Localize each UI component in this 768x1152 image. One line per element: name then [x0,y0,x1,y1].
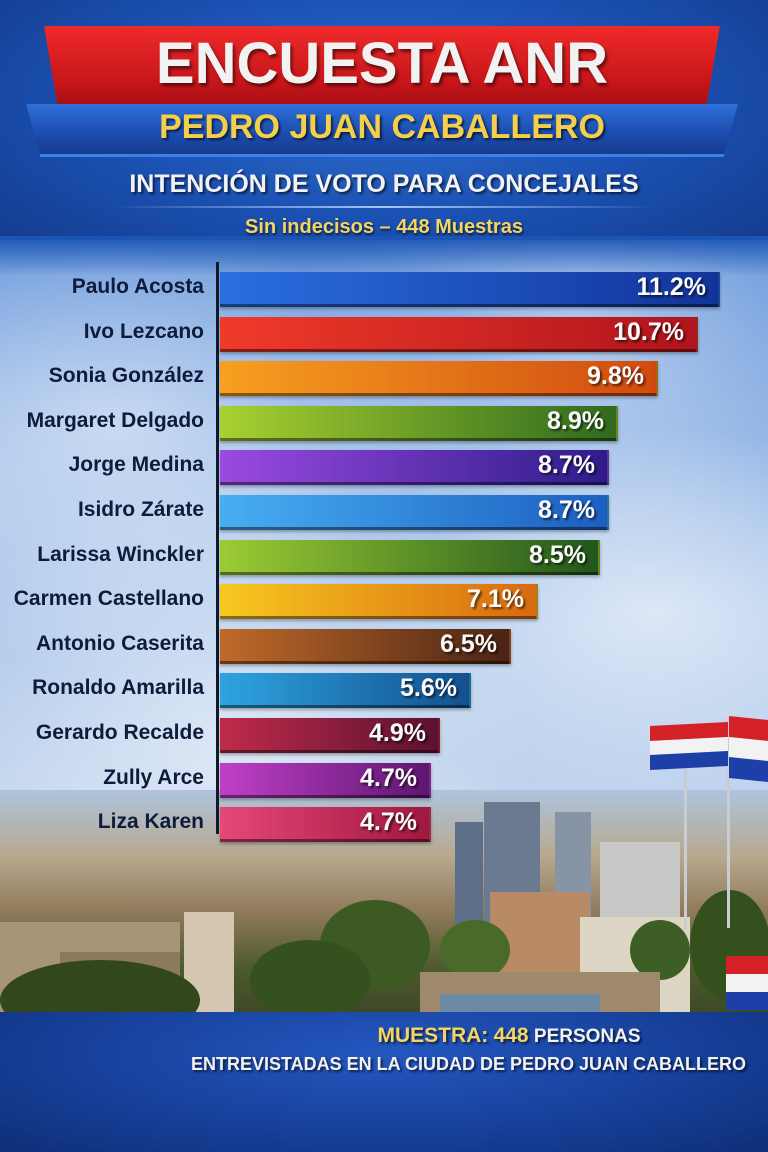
bar: 8.5% [220,539,600,575]
bar-value-label: 4.9% [369,719,426,747]
bar-row: Ronaldo Amarilla 5.6% [0,673,768,709]
bar-row: Carmen Castellano 7.1% [0,584,768,620]
candidate-name: Paulo Acosta [71,275,204,298]
bar-value-label: 11.2% [636,273,706,301]
bar: 9.8% [220,361,658,397]
chart-heading: INTENCIÓN DE VOTO PARA CONCEJALES [129,170,639,198]
bar-row: Paulo Acosta 11.2% [0,272,768,307]
bar: 8.7% [220,450,609,486]
flagpole-right [727,718,730,928]
subtitle-banner [26,104,738,157]
footer-sample-line: MUESTRA: 448 PERSONAS [0,1024,768,1048]
candidate-name: Ronaldo Amarilla [32,676,204,700]
bar-row: Gerardo Recalde 4.9% [0,718,768,753]
bar: 5.6% [220,673,471,709]
footer-sample-prefix: MUESTRA: [377,1024,489,1047]
bar-value-label: 10.7% [613,317,684,346]
bar: 8.7% [220,495,609,530]
candidate-name: Margaret Delgado [26,408,204,432]
candidate-name: Jorge Medina [68,453,204,477]
bar-row: Zully Arce 4.7% [0,762,768,798]
bar-value-label: 7.1% [467,585,524,614]
candidate-name: Isidro Zárate [77,498,204,521]
paraguay-flag-corner [726,956,768,1010]
footer-band [0,1012,768,1152]
candidate-name: Liza Karen [97,810,204,834]
footer-sample-number: 448 [493,1024,529,1047]
bar-value-label: 8.7% [538,451,595,480]
candidate-name: Sonia González [48,364,204,388]
bar-value-label: 9.8% [587,362,644,391]
bar-row: Ivo Lezcano 10.7% [0,316,768,352]
bar-row: Margaret Delgado 8.9% [0,405,768,441]
bar-value-label: 8.5% [529,540,586,569]
bar-row: Larissa Winckler 8.5% [0,539,768,575]
candidate-name: Zully Arce [103,765,204,789]
bar-row: Sonia González 9.8% [0,361,768,397]
bar-row: Jorge Medina 8.7% [0,450,768,486]
candidate-name: Carmen Castellano [13,587,204,611]
bar-row: Antonio Caserita 6.5% [0,628,768,664]
flagpole-left [684,760,687,930]
bar: 7.1% [220,584,538,620]
bar: 11.2% [220,272,720,307]
bar: 8.9% [220,405,618,441]
bar: 4.7% [220,807,431,843]
title-banner [44,26,720,106]
heading-divider [110,206,660,208]
bar-value-label: 5.6% [400,674,457,703]
candidate-name: Larissa Winckler [37,542,204,566]
city-skyline-photo [0,790,768,1012]
bar-row: Liza Karen 4.7% [0,807,768,843]
bar: 10.7% [220,316,698,352]
bar-value-label: 8.9% [547,406,604,435]
bar-value-label: 4.7% [360,763,417,792]
sample-note: Sin indecisos – 448 Muestras [245,216,523,238]
bar-row: Isidro Zárate 8.7% [0,495,768,530]
candidate-name: Ivo Lezcano [83,319,204,343]
bar-value-label: 4.7% [360,808,417,837]
page-title: ENCUESTA ANR [155,31,609,96]
chart-axis-line [216,262,219,834]
bar: 4.7% [220,762,431,798]
bar: 4.9% [220,718,440,753]
sky-fade [0,236,768,276]
candidate-name: Antonio Caserita [35,631,204,655]
city-subtitle: PEDRO JUAN CABALLERO [159,108,605,146]
bar-value-label: 6.5% [440,629,497,658]
footer-sample-suffix: PERSONAS [533,1026,641,1047]
bar: 6.5% [220,628,511,664]
candidate-name: Gerardo Recalde [35,721,204,744]
footer-location-line: ENTREVISTADAS EN LA CIUDAD DE PEDRO JUAN… [190,1054,746,1074]
bar-value-label: 8.7% [538,496,595,524]
